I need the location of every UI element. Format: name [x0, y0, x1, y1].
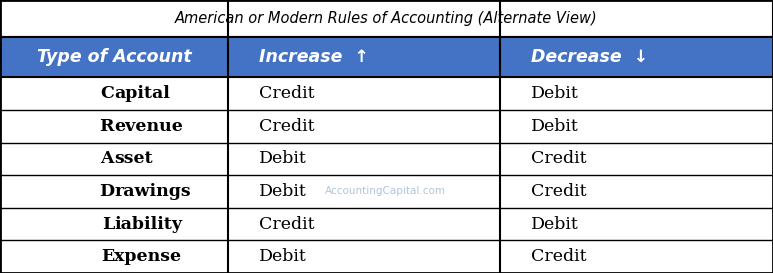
Text: Credit: Credit [259, 216, 315, 233]
Text: L: L [102, 216, 114, 233]
Text: sset: sset [114, 150, 152, 167]
Text: Credit: Credit [259, 85, 315, 102]
Text: Debit: Debit [531, 85, 579, 102]
Text: D: D [99, 183, 114, 200]
Text: Increase  ↑: Increase ↑ [259, 48, 369, 66]
FancyBboxPatch shape [0, 110, 773, 143]
FancyBboxPatch shape [0, 240, 773, 273]
Text: Debit: Debit [531, 118, 579, 135]
Text: evenue: evenue [114, 118, 183, 135]
Text: A: A [100, 150, 114, 167]
Text: R: R [100, 118, 114, 135]
Text: American or Modern Rules of Accounting (Alternate View): American or Modern Rules of Accounting (… [175, 11, 598, 26]
FancyBboxPatch shape [0, 208, 773, 241]
Text: Debit: Debit [259, 183, 307, 200]
FancyBboxPatch shape [0, 0, 773, 37]
Text: iability: iability [114, 216, 182, 233]
Text: E: E [101, 248, 114, 265]
Text: C: C [100, 85, 114, 102]
Text: Credit: Credit [531, 248, 587, 265]
Text: apital: apital [114, 85, 170, 102]
Text: AccountingCapital.com: AccountingCapital.com [325, 186, 446, 197]
Text: Credit: Credit [259, 118, 315, 135]
Text: Credit: Credit [531, 150, 587, 167]
Text: Debit: Debit [259, 248, 307, 265]
Text: Type of Account: Type of Account [36, 48, 192, 66]
FancyBboxPatch shape [0, 37, 773, 77]
Text: xpense: xpense [114, 248, 181, 265]
Text: Debit: Debit [531, 216, 579, 233]
Text: Debit: Debit [259, 150, 307, 167]
FancyBboxPatch shape [0, 77, 773, 110]
Text: rawings: rawings [114, 183, 191, 200]
Text: Decrease  ↓: Decrease ↓ [531, 48, 649, 66]
FancyBboxPatch shape [0, 143, 773, 175]
FancyBboxPatch shape [0, 175, 773, 208]
Text: Credit: Credit [531, 183, 587, 200]
